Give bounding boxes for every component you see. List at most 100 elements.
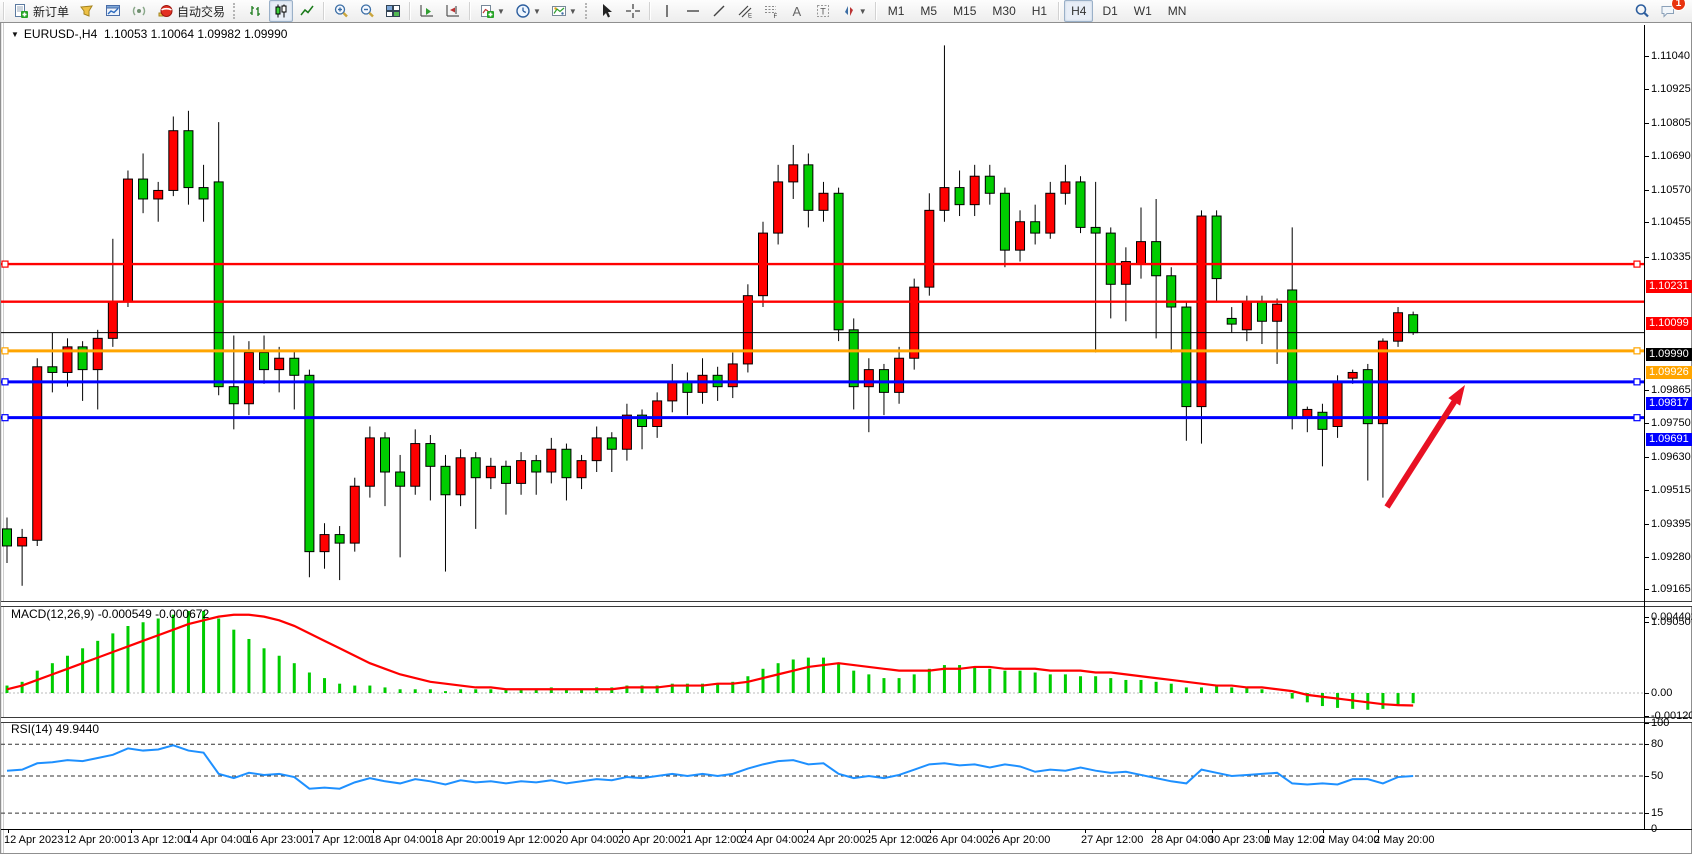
- timeframe-button-D1[interactable]: D1: [1102, 4, 1118, 18]
- arrows-tool-button[interactable]: ▼: [837, 0, 871, 22]
- time-axis-label: 19 Apr 12:00: [493, 834, 556, 846]
- market-watch-icon: [79, 3, 95, 19]
- auto-trading-icon: [157, 3, 173, 19]
- navigator-button[interactable]: [101, 0, 125, 22]
- timeframe-button-M1[interactable]: M1: [887, 4, 905, 18]
- equidistant-channel-button[interactable]: E: [733, 0, 757, 22]
- candlestick-chart-button[interactable]: [269, 0, 294, 22]
- market-watch-button[interactable]: [75, 0, 99, 22]
- main-toolbar: 新订单 自动交易: [0, 0, 1692, 23]
- rsi-axis-label: 100: [1651, 717, 1670, 729]
- templates-button[interactable]: ▼: [547, 0, 581, 22]
- separator: [874, 2, 877, 20]
- fibonacci-button[interactable]: F: [759, 0, 783, 22]
- time-tick-mark: [1323, 829, 1324, 833]
- time-tick-mark: [1378, 829, 1379, 833]
- collapse-triangle-icon[interactable]: ▼: [11, 30, 19, 39]
- rsi-pane[interactable]: [1, 721, 1644, 829]
- horizontal-line-1.09817[interactable]: [1, 378, 1644, 386]
- pane-divider[interactable]: [1, 717, 1692, 723]
- macd-axis-label: 0.004402: [1651, 610, 1692, 623]
- trendline-button[interactable]: [707, 0, 731, 22]
- time-tick-mark: [1212, 829, 1213, 833]
- line-chart-button[interactable]: [295, 0, 319, 22]
- time-tick-mark: [807, 829, 808, 833]
- cursor-arrow-icon: [599, 3, 615, 19]
- price-tick-mark: [1645, 556, 1649, 558]
- auto-trading-button[interactable]: 自动交易: [153, 0, 229, 22]
- indicators-button[interactable]: ▼: [475, 0, 509, 22]
- search-button[interactable]: [1630, 0, 1654, 22]
- chart-shift-button[interactable]: [441, 0, 465, 22]
- price-axis-label: 1.09750: [1651, 416, 1691, 429]
- time-tick-mark: [930, 829, 931, 833]
- zoom-in-button[interactable]: [329, 0, 353, 22]
- horizontal-line-1.09691[interactable]: [1, 414, 1644, 422]
- timeframe-button-H1[interactable]: H1: [1031, 4, 1048, 18]
- time-axis-label: 14 Apr 04:00: [186, 834, 249, 846]
- bar-chart-button[interactable]: [243, 0, 267, 22]
- time-axis-label: 24 Apr 04:00: [741, 834, 804, 846]
- vertical-line-icon: [659, 3, 675, 19]
- auto-scroll-button[interactable]: [415, 0, 439, 22]
- text-annotation-button[interactable]: A: [785, 0, 809, 22]
- timeframe-button-MN[interactable]: MN: [1167, 4, 1187, 18]
- new-order-button[interactable]: 新订单: [9, 0, 73, 22]
- price-tick-mark: [1645, 523, 1649, 525]
- zoom-out-icon: [359, 3, 375, 19]
- separator: [469, 2, 472, 20]
- time-tick-mark: [622, 829, 623, 833]
- tile-windows-button[interactable]: [381, 0, 405, 22]
- text-label-button[interactable]: T: [811, 0, 835, 22]
- price-axis-line: [1644, 25, 1645, 829]
- timeframe-button-H4[interactable]: H4: [1064, 0, 1094, 22]
- timeframe-button-M30[interactable]: M30: [992, 4, 1016, 18]
- chart-title-symbol: EURUSD-,H4: [23, 27, 98, 41]
- macd-axis-label: -0.001208: [1651, 709, 1692, 722]
- time-tick-mark: [560, 829, 561, 833]
- macd-indicator-label: MACD(12,26,9) -0.000549 -0.000672: [11, 607, 210, 621]
- vertical-line-button[interactable]: [655, 0, 679, 22]
- price-axis-label: 1.10690: [1651, 149, 1691, 162]
- horizontal-line-button[interactable]: [681, 0, 705, 22]
- chart-title-quotes: 1.10053 1.10064 1.09982 1.09990: [103, 27, 288, 41]
- price-tick-mark: [1645, 155, 1649, 157]
- separator: [3, 2, 5, 20]
- zoom-out-button[interactable]: [355, 0, 379, 22]
- macd-pane[interactable]: [1, 605, 1644, 717]
- price-chart-pane[interactable]: [1, 23, 1644, 601]
- crosshair-button[interactable]: [621, 0, 645, 22]
- separator: [1058, 2, 1061, 20]
- horizontal-line-1.10231[interactable]: [1, 260, 1644, 268]
- pane-divider[interactable]: [1, 601, 1692, 607]
- price-axis-label: 1.11040: [1651, 50, 1690, 62]
- toolbar-grip: [233, 3, 239, 19]
- price-tick-mark: [1645, 256, 1649, 258]
- trend-arrow-annotation[interactable]: [1384, 385, 1465, 509]
- timeframe-button-M15[interactable]: M15: [953, 4, 977, 18]
- dropdown-caret-icon: ▼: [497, 6, 505, 16]
- time-tick-mark: [684, 829, 685, 833]
- time-axis-label: 2 May 04:00: [1319, 834, 1380, 846]
- time-axis-label: 12 Apr 20:00: [64, 834, 127, 846]
- chart-window[interactable]: ▼ EURUSD-,H4 1.10053 1.10064 1.09982 1.09…: [0, 22, 1692, 854]
- time-axis-label: 28 Apr 04:00: [1151, 834, 1214, 846]
- text-label-icon: T: [815, 3, 831, 19]
- horizontal-line-1.09926[interactable]: [1, 347, 1644, 355]
- signals-button[interactable]: [127, 0, 151, 22]
- price-tick-mark: [1645, 390, 1649, 392]
- svg-text:F: F: [773, 14, 777, 19]
- cursor-button[interactable]: [595, 0, 619, 22]
- navigator-icon: [105, 3, 121, 19]
- periods-button[interactable]: ▼: [511, 0, 545, 22]
- timeframe-button-M5[interactable]: M5: [920, 4, 938, 18]
- time-axis-label: 12 Apr 2023: [4, 834, 64, 846]
- price-badge-1.10099: 1.10099: [1646, 317, 1692, 331]
- notifications-button[interactable]: 1: [1656, 0, 1686, 22]
- macd-tick-mark: [1645, 693, 1649, 694]
- timeframe-button-W1[interactable]: W1: [1133, 4, 1152, 18]
- price-axis-label: 1.09050: [1651, 616, 1691, 628]
- time-axis-label: 20 Apr 20:00: [618, 834, 681, 846]
- price-tick-mark: [1645, 589, 1649, 591]
- price-tick-mark: [1645, 222, 1649, 224]
